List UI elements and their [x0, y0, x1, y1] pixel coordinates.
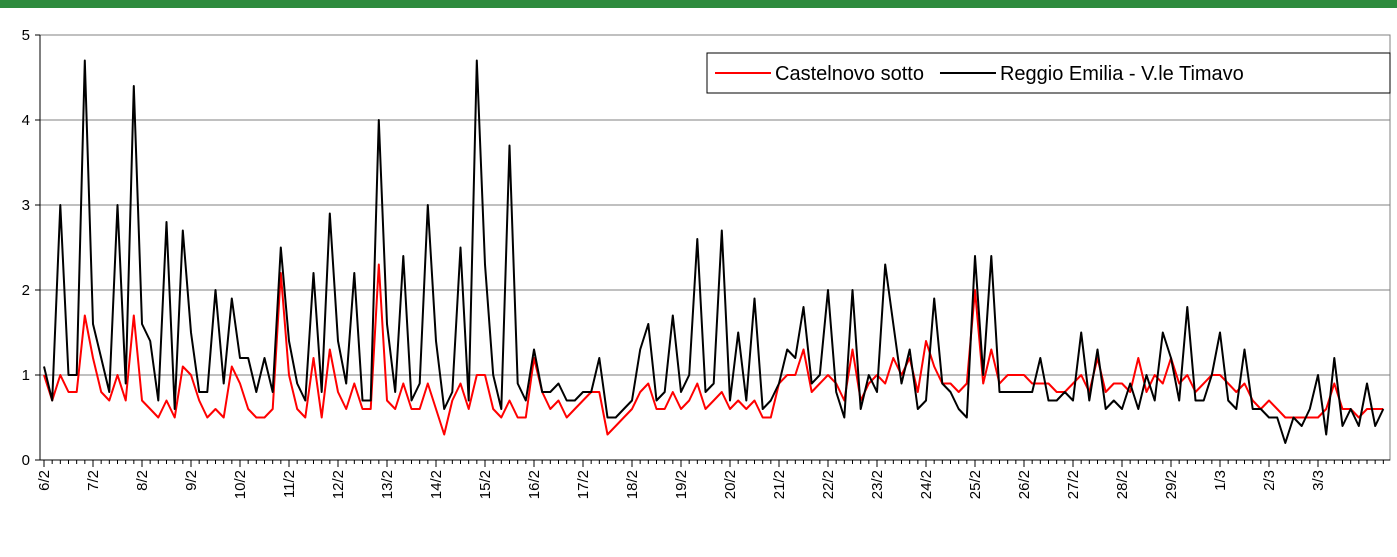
x-tick-label: 20/2 — [722, 470, 739, 499]
x-tick-label: 14/2 — [428, 470, 445, 499]
x-tick-label: 1/3 — [1212, 470, 1229, 491]
x-tick-label: 9/2 — [183, 470, 200, 491]
x-tick-label: 2/3 — [1261, 470, 1278, 491]
legend-label: Reggio Emilia - V.le Timavo — [1000, 63, 1244, 85]
x-tick-label: 23/2 — [869, 470, 886, 499]
x-tick-label: 17/2 — [575, 470, 592, 499]
x-tick-label: 6/2 — [36, 470, 53, 491]
x-tick-label: 16/2 — [526, 470, 543, 499]
legend: Castelnovo sotto Reggio Emilia - V.le Tim… — [706, 52, 1391, 94]
x-tick-label: 25/2 — [967, 470, 984, 499]
x-tick-label: 12/2 — [330, 470, 347, 499]
x-tick-label: 29/2 — [1163, 470, 1180, 499]
x-tick-label: 8/2 — [134, 470, 151, 491]
y-tick-label: 5 — [22, 27, 30, 44]
lines — [43, 59, 1385, 444]
y-tick-label: 3 — [22, 197, 30, 214]
header-bar — [0, 0, 1397, 8]
x-tick-label: 21/2 — [771, 470, 788, 499]
x-tick-label: 7/2 — [85, 470, 102, 491]
legend-box — [706, 52, 1391, 94]
y-tick-label: 0 — [22, 452, 30, 469]
x-tick-label: 3/3 — [1310, 470, 1327, 491]
y-tick-label: 4 — [22, 112, 30, 129]
x-tick-label: 18/2 — [624, 470, 641, 499]
series-line — [43, 59, 1385, 444]
series-line — [43, 263, 1384, 436]
x-tick-label: 10/2 — [232, 470, 249, 499]
x-tick-label: 11/2 — [281, 470, 298, 498]
axes: 0 1 2 3 4 5 6/2 7/2 8/2 9/2 10/2 11/2 12/2 13/2 14/2 15… — [22, 27, 1390, 499]
x-tick-label: 15/2 — [477, 470, 494, 499]
legend-label: Castelnovo sotto — [775, 63, 924, 85]
x-tick-label: 13/2 — [379, 470, 396, 499]
plot-area — [39, 34, 1391, 461]
y-tick-label: 2 — [22, 282, 30, 299]
x-tick-label: 27/2 — [1065, 470, 1082, 499]
x-tick-label: 19/2 — [673, 470, 690, 499]
x-tick-label: 28/2 — [1114, 470, 1131, 499]
y-tick-label: 1 — [22, 367, 30, 384]
x-tick-label: 26/2 — [1016, 470, 1033, 499]
x-tick-label: 22/2 — [820, 470, 837, 499]
x-tick-label: 24/2 — [918, 470, 935, 499]
